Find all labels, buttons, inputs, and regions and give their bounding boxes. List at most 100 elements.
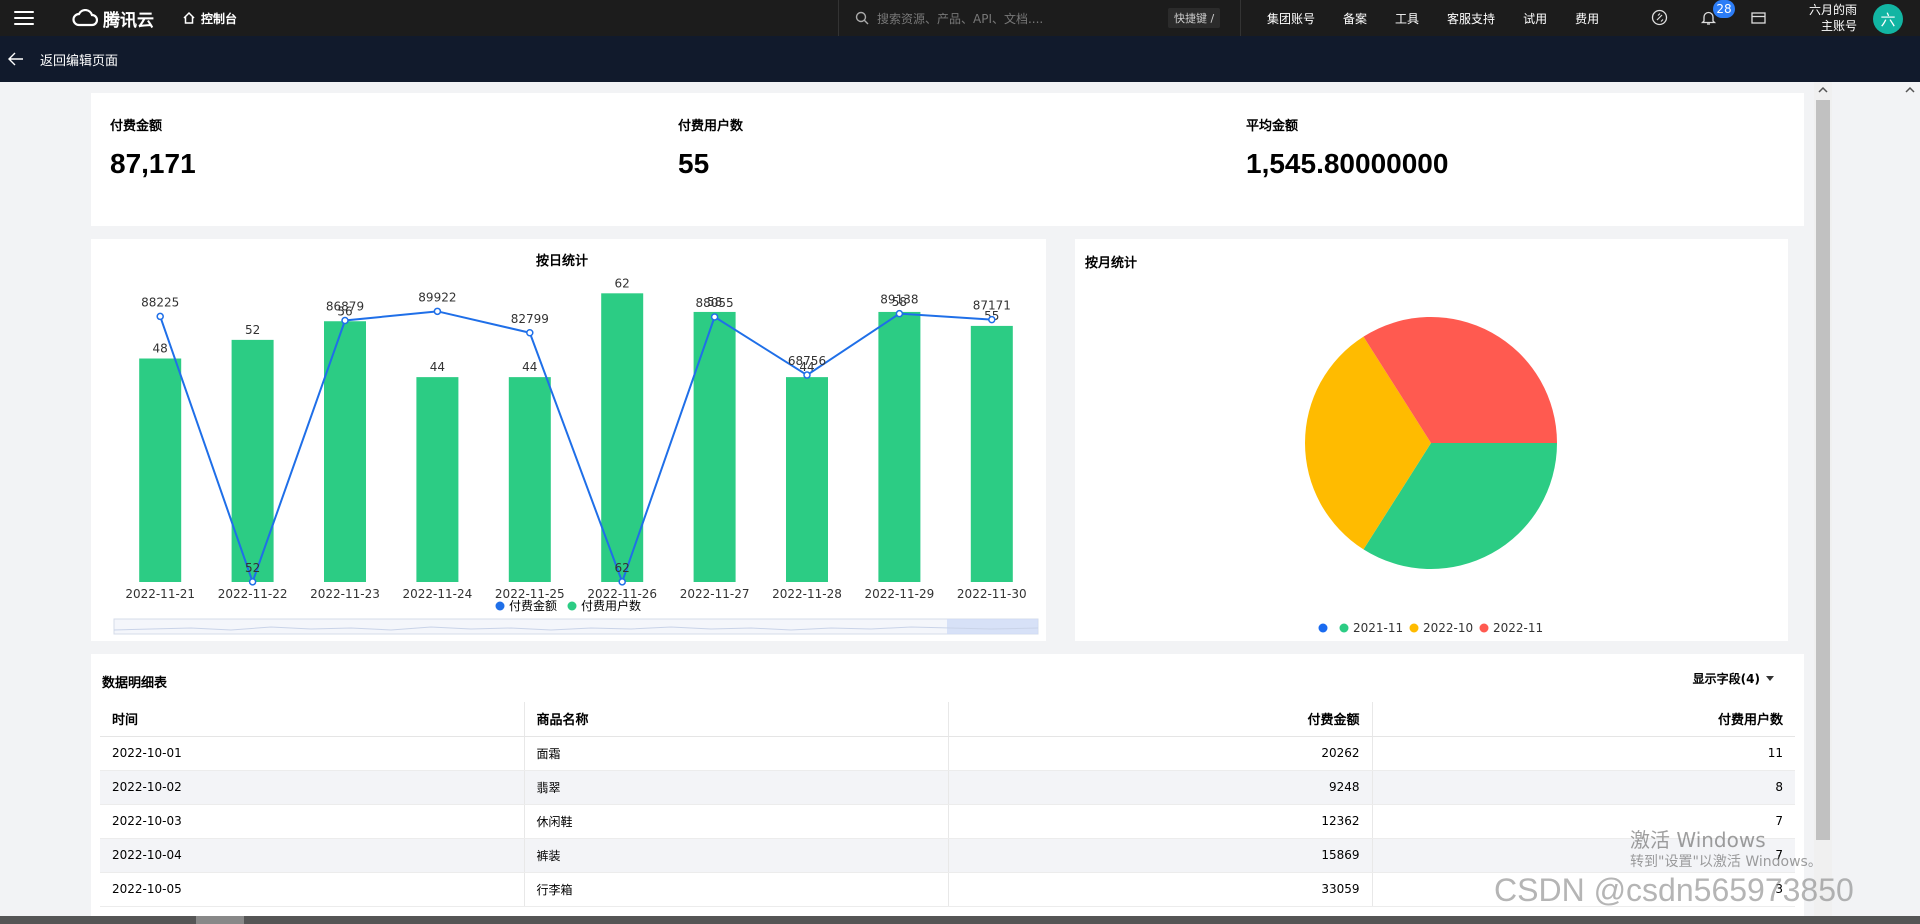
line-data-label: 87171 — [973, 299, 1011, 313]
bar-data-label: 58 — [892, 295, 907, 309]
line-point-amount[interactable] — [341, 316, 349, 325]
cell-product: 行李箱 — [524, 872, 949, 907]
x-tick-label: 2022-11-30 — [957, 587, 1027, 601]
show-fields-button[interactable]: 显示字段(4) — [1693, 670, 1774, 687]
kpi-value-amount: 87,171 — [110, 148, 196, 179]
col-header-amount[interactable]: 付费金额 — [948, 702, 1373, 737]
line-data-label: 62 — [615, 561, 630, 575]
legend-dot-users — [567, 601, 577, 611]
col-header-users[interactable]: 付费用户数 — [1372, 702, 1795, 737]
line-point-amount[interactable] — [803, 371, 811, 379]
sub-header: 返回编辑页面 — [0, 36, 1920, 82]
bar-users[interactable] — [970, 325, 1013, 582]
line-point-amount[interactable] — [156, 312, 164, 321]
bar-users[interactable] — [878, 311, 921, 582]
cell-time: 2022-10-05 — [100, 872, 525, 907]
menu-icon[interactable] — [14, 11, 34, 25]
zoom-slider[interactable] — [113, 618, 1039, 635]
pie-legend-label[interactable]: 2022-10 — [1423, 621, 1473, 635]
line-point-amount[interactable] — [895, 309, 904, 318]
bar-data-label: 52 — [245, 323, 260, 337]
nav-link-support[interactable]: 客服支持 — [1447, 11, 1496, 26]
table-row: 2022-10-02 翡翠 9248 8 — [100, 770, 1795, 805]
nav-link-trial[interactable]: 试用 — [1523, 11, 1548, 26]
daily-chart-card: 按日统计 48 2022-11-21 52 2022-11-22 56 2022-11-2… — [91, 239, 1046, 641]
nav-links: 集团账号 备案 工具 客服支持 试用 费用 — [1240, 0, 1627, 36]
cell-product: 裤装 — [524, 838, 949, 873]
nav-link-beian[interactable]: 备案 — [1343, 11, 1368, 26]
notification-badge: 28 — [1713, 0, 1735, 18]
window-scroll-up-icon[interactable] — [1905, 86, 1915, 93]
zoom-slider-track[interactable] — [113, 618, 1039, 635]
line-point-amount[interactable] — [618, 578, 626, 586]
x-tick-label: 2022-11-26 — [587, 587, 657, 601]
avatar[interactable]: 六 — [1873, 4, 1903, 34]
search-input[interactable]: 搜索资源、产品、API、文档.... — [838, 0, 1238, 36]
cell-amount: 12362 — [948, 804, 1373, 839]
console-link[interactable]: 控制台 — [182, 10, 237, 27]
horizontal-scrollbar[interactable] — [0, 916, 1920, 924]
bar-users[interactable] — [508, 377, 551, 582]
pie-slice-2021-11[interactable] — [1363, 443, 1557, 569]
brand-logo[interactable]: 腾讯云 — [72, 6, 154, 31]
bar-users[interactable] — [601, 293, 644, 582]
line-point-amount[interactable] — [526, 329, 534, 337]
table-row: 2022-10-04 裤装 15869 7 — [100, 838, 1795, 873]
pie-legend-label[interactable]: 2021-11 — [1353, 621, 1403, 635]
link-icon[interactable] — [1651, 9, 1668, 26]
scroll-up-icon[interactable] — [1818, 86, 1828, 93]
kpi-label-amount: 付费金额 — [110, 119, 163, 134]
nav-link-group-account[interactable]: 集团账号 — [1267, 11, 1316, 26]
cloud-icon — [72, 9, 98, 27]
bar-users[interactable] — [324, 321, 366, 582]
pie-legend-dot — [1479, 623, 1489, 633]
bar-users[interactable] — [416, 377, 459, 582]
pie-slice-2022-11[interactable] — [1363, 317, 1557, 443]
pie-legend-label[interactable]: 2022-11 — [1493, 621, 1543, 635]
search-icon — [855, 11, 869, 25]
legend-label-amount[interactable]: 付费金额 — [509, 598, 557, 613]
cell-amount: 15869 — [948, 838, 1373, 873]
bell-icon[interactable] — [1700, 9, 1717, 26]
vertical-scroll-thumb[interactable] — [1816, 100, 1830, 840]
windows-activation-title: 激活 Windows — [1630, 828, 1766, 852]
bar-users[interactable] — [693, 311, 736, 582]
windows-activation-hint: 转到"设置"以激活 Windows。 — [1630, 854, 1822, 870]
line-data-label: 88055 — [696, 296, 734, 310]
line-point-amount[interactable] — [433, 307, 442, 316]
nav-link-billing[interactable]: 费用 — [1575, 11, 1600, 26]
vertical-scrollbar[interactable] — [1814, 82, 1832, 924]
x-tick-label: 2022-11-29 — [865, 587, 935, 601]
caret-down-icon — [1766, 676, 1774, 681]
line-point-amount[interactable] — [988, 315, 996, 324]
shortcut-hint[interactable]: 快捷键 / — [1168, 8, 1221, 28]
table-row: 2022-10-01 面霜 20262 11 — [100, 736, 1795, 771]
zoom-slider-window[interactable] — [947, 619, 1038, 634]
line-point-amount[interactable] — [248, 578, 257, 586]
bar-data-label: 56 — [337, 304, 352, 318]
bar-users[interactable] — [139, 358, 182, 583]
arrow-left-icon[interactable] — [8, 52, 24, 66]
line-data-label: 82799 — [511, 312, 549, 326]
user-info[interactable]: 六月的雨 主账号 — [1795, 2, 1857, 34]
col-header-product[interactable]: 商品名称 — [524, 702, 949, 737]
horizontal-scroll-thumb[interactable] — [196, 916, 244, 924]
line-data-label: 52 — [245, 561, 260, 575]
col-header-time[interactable]: 时间 — [100, 702, 525, 737]
bar-users[interactable] — [231, 339, 274, 582]
line-data-label: 68756 — [788, 354, 826, 368]
bar-data-label: 58 — [707, 295, 722, 309]
x-tick-label: 2022-11-27 — [680, 587, 750, 601]
daily-chart-title: 按日统计 — [536, 253, 588, 269]
bar-data-label: 44 — [799, 360, 814, 374]
cell-users: 8 — [1372, 770, 1795, 805]
line-point-amount[interactable] — [710, 313, 719, 321]
cell-amount: 33059 — [948, 872, 1373, 907]
legend-label-users[interactable]: 付费用户数 — [581, 598, 641, 613]
back-to-edit-link[interactable]: 返回编辑页面 — [40, 53, 119, 69]
nav-link-tools[interactable]: 工具 — [1395, 11, 1420, 26]
search-placeholder: 搜索资源、产品、API、文档.... — [877, 11, 1044, 26]
bar-users[interactable] — [786, 377, 828, 582]
card-icon[interactable] — [1750, 9, 1767, 26]
pie-slice-2022-10[interactable] — [1305, 336, 1431, 550]
